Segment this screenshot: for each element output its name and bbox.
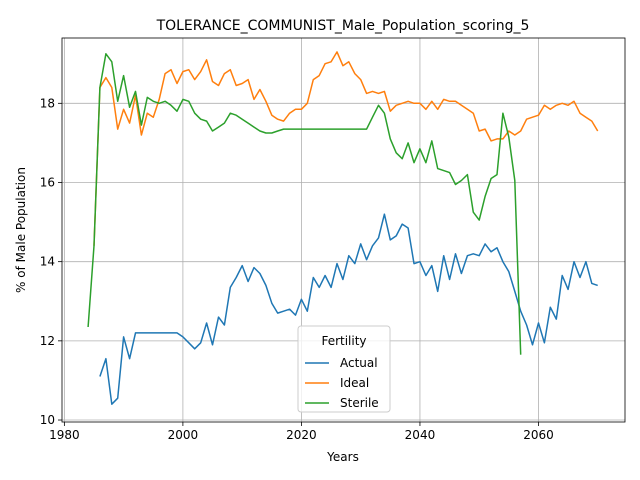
- y-tick-label: 18: [40, 96, 55, 110]
- legend-box: [297, 325, 391, 413]
- y-tick-label: 14: [40, 255, 55, 269]
- x-tick-label: 1980: [49, 428, 80, 442]
- series-line-actual: [99, 213, 598, 405]
- x-tick-label: 2000: [168, 428, 199, 442]
- x-tick-label: 2020: [286, 428, 317, 442]
- series-line-sterile: [87, 53, 522, 355]
- legend: Fertility Actual Ideal Sterile: [297, 325, 391, 413]
- x-tick-label: 2040: [405, 428, 436, 442]
- legend-label-ideal: Ideal: [340, 376, 369, 390]
- y-axis-ticks: 10 12 14 16 18: [40, 96, 62, 427]
- y-tick-label: 10: [40, 413, 55, 427]
- series-line-ideal: [93, 51, 599, 246]
- y-tick-label: 16: [40, 175, 55, 189]
- chart-title: TOLERANCE_COMMUNIST_Male_Population_scor…: [156, 18, 530, 34]
- x-tick-label: 2060: [523, 428, 554, 442]
- legend-title: Fertility: [321, 334, 366, 348]
- legend-label-sterile: Sterile: [340, 396, 379, 410]
- y-axis-label: % of Male Population: [14, 167, 28, 293]
- legend-label-actual: Actual: [340, 356, 378, 370]
- y-tick-label: 12: [40, 334, 55, 348]
- x-axis-ticks: 1980 2000 2020 2040 2060: [49, 422, 554, 442]
- x-axis-label: Years: [326, 450, 359, 464]
- plot-frame: [61, 37, 626, 423]
- series-lines: [87, 51, 599, 405]
